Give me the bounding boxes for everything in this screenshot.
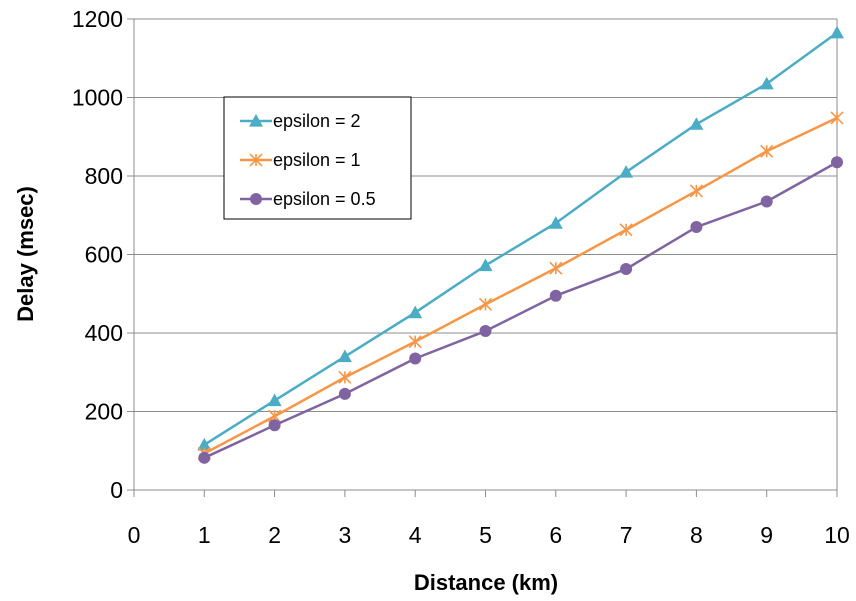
legend: epsilon = 2 epsilon = 1 epsilon = 0.5 [223, 96, 412, 220]
y-tick-label: 1000 [72, 85, 123, 111]
y-axis-title: Delay (msec) [13, 186, 38, 322]
data-point [689, 184, 703, 198]
legend-marker [249, 153, 263, 167]
data-point [409, 352, 422, 365]
data-point [408, 335, 422, 349]
series-line [203, 31, 838, 446]
legend-item: epsilon = 0.5 [240, 189, 376, 209]
series-0 [197, 25, 844, 451]
x-tick-label: 4 [409, 522, 422, 548]
data-point [689, 117, 704, 130]
series-line [203, 116, 838, 455]
x-axis-title: Distance (km) [414, 570, 558, 595]
series-2 [198, 156, 843, 464]
data-point [408, 305, 423, 319]
data-point [830, 25, 844, 39]
series-line [203, 161, 838, 459]
data-point [478, 258, 493, 272]
data-point [619, 223, 633, 237]
data-point [338, 370, 352, 384]
x-tick-label: 9 [760, 522, 773, 548]
x-tick-label: 8 [690, 522, 703, 548]
data-point [760, 195, 773, 208]
x-tick-label: 6 [549, 522, 562, 548]
legend-label: epsilon = 2 [273, 111, 361, 131]
data-point [549, 289, 562, 302]
y-tick-label: 1200 [72, 6, 123, 32]
data-point [338, 387, 351, 400]
legend-marker [250, 193, 262, 205]
data-point [759, 76, 774, 90]
data-point [760, 144, 774, 158]
y-tick-label: 200 [85, 399, 123, 425]
y-tick-label: 400 [85, 320, 123, 346]
x-tick-label: 5 [479, 522, 492, 548]
x-tick-label: 1 [198, 522, 211, 548]
x-tick-label: 3 [339, 522, 352, 548]
data-point [479, 325, 492, 338]
y-tick-label: 600 [85, 242, 123, 268]
data-point [198, 451, 211, 464]
data-point [478, 297, 493, 311]
y-tick-label: 0 [110, 477, 123, 503]
data-point [690, 221, 703, 234]
data-point [197, 437, 212, 451]
legend-item: epsilon = 2 [240, 111, 361, 131]
legend-label: epsilon = 0.5 [273, 189, 376, 209]
data-point [268, 419, 281, 432]
legend-label: epsilon = 1 [273, 150, 361, 170]
data-point [620, 263, 633, 276]
data-point [619, 165, 634, 178]
data-point [830, 111, 844, 125]
x-tick-label: 7 [620, 522, 633, 548]
data-point [549, 261, 563, 275]
axis-layer: 0 200 400 600 800 1000 1200 0 1 2 3 4 5 6 7 8 9 10 [72, 6, 850, 548]
legend-marker [249, 114, 263, 127]
x-tick-label: 2 [268, 522, 281, 548]
data-point [831, 156, 843, 169]
x-tick-label: 10 [824, 522, 850, 548]
y-tick-label: 800 [85, 163, 123, 189]
data-point [337, 349, 352, 363]
grid-layer [134, 18, 838, 490]
x-tick-label: 0 [128, 522, 141, 548]
legend-item: epsilon = 1 [240, 150, 361, 170]
series-layer [197, 25, 844, 464]
data-point [548, 216, 563, 229]
data-point [267, 393, 282, 407]
